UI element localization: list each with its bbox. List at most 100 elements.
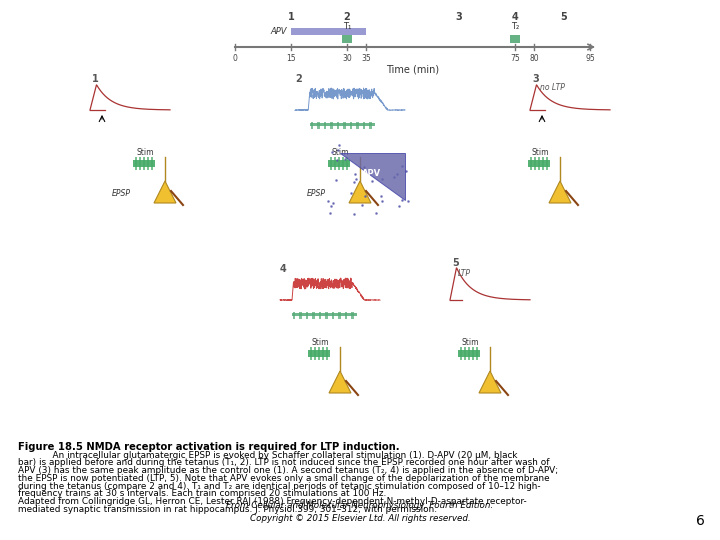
Text: 75: 75 <box>510 54 520 63</box>
Text: T₂: T₂ <box>511 22 519 31</box>
Bar <box>291 28 366 35</box>
Bar <box>151 157 153 170</box>
Bar <box>322 347 324 360</box>
Text: 4: 4 <box>512 12 518 22</box>
Text: From Cellular and Molecular Neurophysiology, Fourth Edition.
Copyright © 2015 El: From Cellular and Molecular Neurophysiol… <box>226 502 494 523</box>
Text: 1: 1 <box>288 12 294 22</box>
Text: 95: 95 <box>585 54 595 63</box>
Text: 6: 6 <box>696 514 705 528</box>
Text: Stim: Stim <box>531 148 549 157</box>
Bar <box>308 350 330 357</box>
Bar <box>343 122 346 129</box>
Text: 2: 2 <box>343 12 351 22</box>
Bar <box>334 157 336 170</box>
Bar <box>476 347 478 360</box>
Bar <box>331 312 334 319</box>
Text: 2: 2 <box>295 74 302 84</box>
Bar <box>351 312 354 319</box>
Text: during the tetanus (compare 2 and 4). T₁ and T₂ are identical periods of tetanic: during the tetanus (compare 2 and 4). T₁… <box>18 482 541 491</box>
Text: Stim: Stim <box>331 148 348 157</box>
Polygon shape <box>549 181 571 203</box>
Bar <box>342 157 344 170</box>
Text: 0: 0 <box>233 54 238 63</box>
Text: 15: 15 <box>287 54 296 63</box>
Bar <box>356 122 359 129</box>
Text: 35: 35 <box>361 54 371 63</box>
Text: 3: 3 <box>532 74 539 84</box>
Text: Stim: Stim <box>136 148 154 157</box>
Text: EPSP: EPSP <box>307 188 326 198</box>
Bar <box>342 35 352 43</box>
Text: An intracellular glutamatergic EPSP is evoked by Schaffer collateral stimulation: An intracellular glutamatergic EPSP is e… <box>18 450 518 460</box>
Text: the EPSP is now potentiated (LTP, 5). Note that APV evokes only a small change o: the EPSP is now potentiated (LTP, 5). No… <box>18 474 549 483</box>
Polygon shape <box>329 371 351 393</box>
Bar <box>464 347 466 360</box>
Bar <box>472 347 474 360</box>
Bar <box>310 347 312 360</box>
Text: Figure 18.5 NMDA receptor activation is required for LTP induction.: Figure 18.5 NMDA receptor activation is … <box>18 442 400 452</box>
Text: APV (3) has the same peak amplitude as the control one (1). A second tetanus (T₂: APV (3) has the same peak amplitude as t… <box>18 466 558 475</box>
Text: 80: 80 <box>529 54 539 63</box>
Bar <box>346 157 348 170</box>
Text: mediated synaptic transmission in rat hippocampus. J. Physiol.399, 301–312, with: mediated synaptic transmission in rat hi… <box>18 505 437 514</box>
Text: Time (min): Time (min) <box>386 65 439 75</box>
Text: APV: APV <box>362 168 382 178</box>
Polygon shape <box>154 181 176 203</box>
Bar <box>460 347 462 360</box>
Bar <box>336 122 339 129</box>
Polygon shape <box>340 153 405 200</box>
Bar <box>534 157 536 170</box>
Bar <box>538 157 540 170</box>
Text: Stim: Stim <box>462 338 479 347</box>
Bar <box>135 157 137 170</box>
Bar <box>344 312 347 319</box>
Text: LTP: LTP <box>458 269 471 278</box>
Bar <box>325 312 328 319</box>
Text: frequency trains at 30 s intervals. Each train comprised 20 stimulations at 100 : frequency trains at 30 s intervals. Each… <box>18 489 386 498</box>
Text: EPSP: EPSP <box>112 188 131 198</box>
Text: APV: APV <box>271 27 287 36</box>
Text: 3: 3 <box>456 12 462 22</box>
Polygon shape <box>349 181 371 203</box>
Bar <box>458 350 480 357</box>
Bar <box>323 122 326 129</box>
Bar <box>330 122 333 129</box>
Bar <box>349 122 352 129</box>
Bar <box>139 157 141 170</box>
Bar <box>510 35 521 43</box>
Bar <box>330 157 332 170</box>
Bar <box>133 160 155 167</box>
Bar <box>542 157 544 170</box>
Bar <box>292 313 357 316</box>
Bar <box>326 347 328 360</box>
Bar <box>312 312 315 319</box>
Text: no LTP: no LTP <box>540 83 565 92</box>
Text: T₁: T₁ <box>343 22 351 31</box>
Bar <box>318 347 320 360</box>
Bar <box>338 312 341 319</box>
Text: 4: 4 <box>280 264 287 274</box>
Bar <box>299 312 302 319</box>
Text: Adapted from Collingridge GL, Herron CE, Lester RAJ (1988) Frequency-dependent N: Adapted from Collingridge GL, Herron CE,… <box>18 497 527 507</box>
Bar <box>318 312 321 319</box>
Bar <box>310 122 313 129</box>
Bar <box>362 122 365 129</box>
Bar <box>317 122 320 129</box>
Text: 30: 30 <box>342 54 352 63</box>
Polygon shape <box>479 371 501 393</box>
Bar <box>292 312 295 319</box>
Bar <box>530 157 532 170</box>
Text: 5: 5 <box>560 12 567 22</box>
Bar <box>147 157 149 170</box>
Text: bar) is applied before and during the tetanus (T₁, 2). LTP is not induced since : bar) is applied before and during the te… <box>18 458 549 467</box>
Bar <box>546 157 548 170</box>
Bar <box>369 122 372 129</box>
Bar <box>310 123 375 126</box>
Bar <box>314 347 316 360</box>
Text: 5: 5 <box>452 258 459 268</box>
Bar <box>468 347 470 360</box>
Bar <box>305 312 308 319</box>
Text: 1: 1 <box>92 74 99 84</box>
Bar <box>143 157 145 170</box>
Bar <box>328 160 350 167</box>
